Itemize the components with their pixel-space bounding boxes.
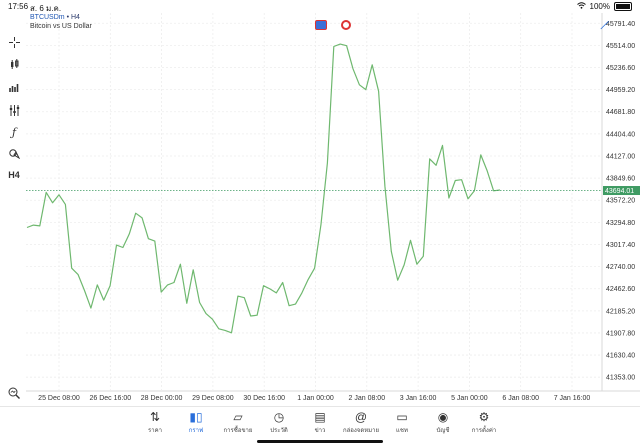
one-click-trading-icon[interactable] <box>315 20 327 30</box>
current-price-tag <box>603 186 640 196</box>
nav-label: กราฟ <box>188 428 204 434</box>
y-tick-label: 44127.00 <box>606 153 635 160</box>
x-tick-label: 2 Jan 08:00 <box>349 395 386 402</box>
nav-label: ข่าว <box>314 428 326 434</box>
status-time: 17:56 <box>8 2 29 11</box>
y-tick-label: 44681.80 <box>606 109 635 116</box>
timeframe-label[interactable]: H4 <box>8 170 20 180</box>
y-tick-label: 42185.20 <box>606 308 635 315</box>
y-tick-label: 41630.40 <box>606 353 635 360</box>
nav-label: การซื้อขาย <box>223 428 253 434</box>
battery-percent: 100% <box>589 2 610 11</box>
x-tick-label: 5 Jan 00:00 <box>451 395 488 402</box>
signal-icon[interactable] <box>341 20 351 30</box>
function-icon[interactable]: ƒ <box>11 125 17 139</box>
status-bar: 17:56 ส. 6 ม.ค. 100% <box>0 0 640 13</box>
account-icon: ◉ <box>437 410 449 424</box>
nav-account[interactable]: ◉ บัญชี <box>423 409 463 435</box>
nav-settings[interactable]: ⚙ การตั้งค่า <box>464 409 504 435</box>
x-tick-label: 7 Jan 16:00 <box>554 395 591 402</box>
nav-history[interactable]: ◷ ประวัติ <box>259 409 299 435</box>
battery-icon <box>614 2 632 11</box>
arrows-icon: ⇅ <box>149 410 161 424</box>
symbol-description: Bitcoin vs US Dollar <box>30 23 92 30</box>
y-tick-label: 45791.40 <box>606 21 635 28</box>
y-tick-label: 44959.20 <box>606 87 635 94</box>
nav-label: บัญชี <box>436 428 450 434</box>
x-tick-label: 3 Jan 16:00 <box>400 395 437 402</box>
nav-label: การตั้งค่า <box>471 428 497 434</box>
chart-icon: ▮▯ <box>189 410 203 424</box>
status-date: ส. 6 ม.ค. <box>30 4 62 13</box>
news-icon: ▤ <box>314 410 326 424</box>
y-tick-label: 43294.80 <box>606 220 635 227</box>
nav-label: ประวัติ <box>270 428 288 434</box>
at-icon: @ <box>354 410 368 424</box>
gear-icon: ⚙ <box>478 410 490 424</box>
nav-mailbox[interactable]: @ กล่องจดหมาย <box>341 409 381 435</box>
y-tick-label: 44404.40 <box>606 131 635 138</box>
y-tick-label: 43849.60 <box>606 176 635 183</box>
home-indicator <box>257 440 383 443</box>
y-tick-label: 43017.40 <box>606 242 635 249</box>
y-tick-label: 42740.00 <box>606 264 635 271</box>
x-tick-label: 28 Dec 00:00 <box>141 395 183 402</box>
nav-chat[interactable]: ▭ แชท <box>382 409 422 435</box>
bottom-navigation: ⇅ ราคา ▮▯ กราฟ ▱ การซื้อขาย ◷ ประวัติ ▤ ข่าว … <box>0 406 640 448</box>
current-price-label: 43694.01 <box>605 188 634 195</box>
price-line <box>26 43 501 334</box>
left-toolbar: ƒ H4 <box>0 34 26 424</box>
chart-area[interactable]: 45791.40 45514.00 45236.60 44959.20 44681.80… <box>26 13 640 406</box>
nav-label: กล่องจดหมาย <box>342 428 380 434</box>
price-chart[interactable]: 45791.40 45514.00 45236.60 44959.20 44681.80… <box>26 13 640 406</box>
chat-icon: ▭ <box>396 410 408 424</box>
candles-icon[interactable] <box>6 56 22 72</box>
y-tick-label: 45514.00 <box>606 43 635 50</box>
y-tick-label: 43572.20 <box>606 198 635 205</box>
x-tick-label: 30 Dec 16:00 <box>243 395 285 402</box>
nav-label: แชท <box>396 428 408 434</box>
y-tick-label: 41353.00 <box>606 375 635 382</box>
history-icon: ◷ <box>273 410 285 424</box>
objects-icon[interactable] <box>6 145 22 161</box>
status-right: 100% <box>576 2 632 11</box>
nav-trade[interactable]: ▱ การซื้อขาย <box>218 409 258 435</box>
nav-chart[interactable]: ▮▯ กราฟ <box>176 409 216 435</box>
symbol-header[interactable]: BTCUSDm • H4 <box>30 14 80 21</box>
nav-quotes[interactable]: ⇅ ราคา <box>135 409 175 435</box>
x-tick-label: 29 Dec 08:00 <box>192 395 234 402</box>
symbol-name: BTCUSDm <box>30 14 65 21</box>
indicators-icon[interactable] <box>6 102 22 118</box>
x-tick-label: 26 Dec 16:00 <box>89 395 131 402</box>
nav-label: ราคา <box>148 428 162 434</box>
trend-icon: ▱ <box>233 410 243 424</box>
y-tick-label: 42462.60 <box>606 286 635 293</box>
x-tick-label: 1 Jan 00:00 <box>297 395 334 402</box>
wifi-icon <box>576 2 586 11</box>
nav-news[interactable]: ▤ ข่าว <box>300 409 340 435</box>
x-tick-label: 25 Dec 08:00 <box>38 395 80 402</box>
zoom-icon[interactable] <box>6 385 22 401</box>
x-tick-label: 6 Jan 08:00 <box>502 395 539 402</box>
y-tick-label: 45236.60 <box>606 65 635 72</box>
y-tick-label: 41907.80 <box>606 330 635 337</box>
bars-icon[interactable] <box>6 79 22 95</box>
timeframe-text: • H4 <box>66 14 80 21</box>
crosshair-icon[interactable] <box>6 34 22 50</box>
